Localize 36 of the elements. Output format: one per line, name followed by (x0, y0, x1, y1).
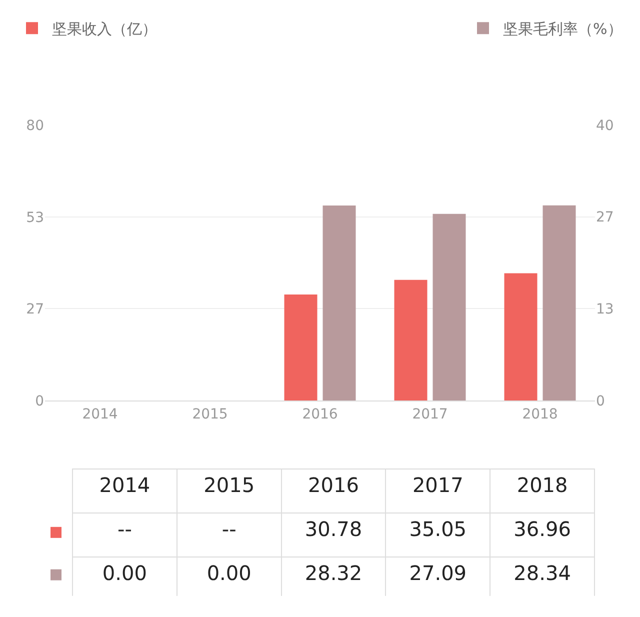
data-label: 27.09 (409, 560, 467, 585)
x-tick-label: 2018 (522, 406, 558, 422)
bar (432, 214, 466, 401)
y-tick-label: 27 (26, 302, 44, 318)
data-label: 28.32 (304, 560, 362, 585)
text: -- (117, 516, 132, 541)
bar (504, 273, 538, 401)
bar (394, 280, 428, 401)
legend-label: 坚果毛利率（%） (503, 20, 622, 38)
data-label: 36.96 (514, 516, 571, 541)
data-label: 0.00 (206, 560, 252, 585)
legend-label: 坚果收入（亿） (52, 20, 157, 38)
category-label: 2017 (412, 472, 464, 497)
category-label: 2015 (204, 472, 255, 497)
y2-tick-label: 0 (596, 393, 605, 410)
bar (322, 205, 356, 401)
y2-tick-label: 13 (596, 302, 614, 318)
y2-tick-label: 27 (596, 210, 614, 226)
y-tick-label: 53 (26, 210, 44, 226)
data-label: 28.34 (514, 560, 571, 585)
data-label: 35.05 (409, 516, 467, 541)
x-tick-label: 2014 (82, 406, 118, 422)
data-label: 0.00 (102, 560, 147, 585)
category-label: 2016 (308, 472, 359, 497)
y-tick-label: 0 (35, 393, 44, 410)
y2-tick-label: 40 (596, 118, 614, 134)
x-tick-label: 2015 (192, 406, 228, 422)
bar (542, 205, 576, 401)
category-label: 2014 (99, 472, 150, 497)
data-label: 30.78 (304, 516, 362, 541)
x-tick-label: 2017 (412, 406, 448, 422)
x-tick-label: 2016 (302, 406, 338, 422)
text: -- (222, 516, 236, 541)
bar (284, 294, 318, 401)
category-label: 2018 (516, 472, 568, 497)
y-tick-label: 80 (26, 118, 44, 134)
